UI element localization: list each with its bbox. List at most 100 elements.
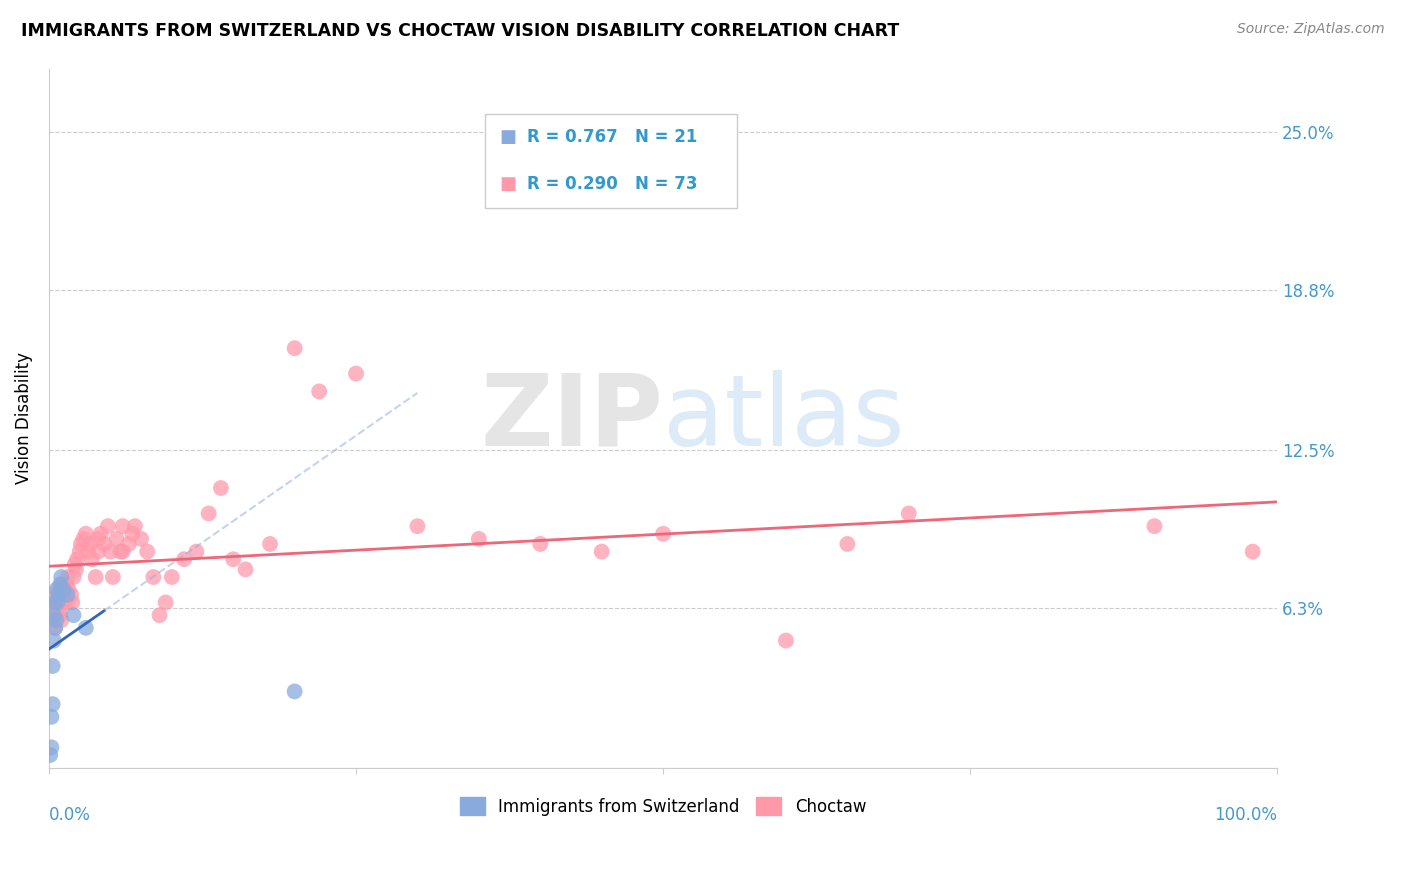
Point bbox=[52, 595, 75, 609]
Point bbox=[49, 577, 72, 591]
Point bbox=[41, 697, 63, 711]
Point bbox=[52, 582, 75, 597]
Point bbox=[105, 532, 128, 546]
Point bbox=[44, 595, 66, 609]
Point bbox=[775, 633, 797, 648]
Point bbox=[65, 562, 87, 576]
Point bbox=[222, 552, 245, 566]
Point bbox=[41, 740, 63, 755]
Point bbox=[209, 481, 232, 495]
Text: IMMIGRANTS FROM SWITZERLAND VS CHOCTAW VISION DISABILITY CORRELATION CHART: IMMIGRANTS FROM SWITZERLAND VS CHOCTAW V… bbox=[21, 22, 900, 40]
Point bbox=[53, 588, 76, 602]
Point bbox=[87, 544, 110, 558]
Point bbox=[41, 588, 63, 602]
Point bbox=[837, 537, 859, 551]
Point bbox=[148, 608, 170, 623]
Point bbox=[56, 595, 79, 609]
Point bbox=[69, 544, 91, 558]
Point bbox=[468, 532, 491, 546]
Point bbox=[124, 519, 146, 533]
Point bbox=[155, 595, 177, 609]
Point bbox=[284, 341, 307, 355]
Point bbox=[97, 519, 120, 533]
Point bbox=[100, 544, 122, 558]
Point bbox=[42, 608, 65, 623]
Point bbox=[110, 544, 132, 558]
Point bbox=[235, 562, 257, 576]
Point bbox=[529, 537, 551, 551]
Point bbox=[62, 570, 84, 584]
Point bbox=[284, 684, 307, 698]
Point bbox=[58, 582, 80, 597]
Text: ■: ■ bbox=[499, 175, 517, 193]
Point bbox=[41, 659, 63, 673]
Point bbox=[70, 537, 93, 551]
Text: Source: ZipAtlas.com: Source: ZipAtlas.com bbox=[1237, 22, 1385, 37]
Point bbox=[87, 532, 110, 546]
Point bbox=[44, 595, 66, 609]
Legend: Immigrants from Switzerland, Choctaw: Immigrants from Switzerland, Choctaw bbox=[453, 791, 873, 822]
Point bbox=[1143, 519, 1166, 533]
Point bbox=[48, 588, 70, 602]
Point bbox=[56, 588, 79, 602]
FancyBboxPatch shape bbox=[485, 114, 737, 209]
Point bbox=[197, 507, 219, 521]
Point bbox=[101, 570, 124, 584]
Point bbox=[129, 532, 152, 546]
Point bbox=[66, 552, 89, 566]
Point bbox=[46, 588, 69, 602]
Point bbox=[136, 544, 159, 558]
Point bbox=[77, 544, 100, 558]
Point bbox=[55, 577, 77, 591]
Point bbox=[118, 537, 141, 551]
Point bbox=[42, 613, 65, 627]
Text: ■: ■ bbox=[499, 128, 517, 146]
Point bbox=[44, 621, 66, 635]
Point bbox=[90, 526, 112, 541]
Point bbox=[60, 595, 83, 609]
Point bbox=[1241, 544, 1264, 558]
Point bbox=[652, 526, 675, 541]
Point bbox=[45, 582, 67, 597]
Text: ZIP: ZIP bbox=[481, 369, 664, 467]
Point bbox=[79, 537, 101, 551]
Point bbox=[39, 747, 62, 762]
Point bbox=[51, 613, 73, 627]
Point bbox=[51, 570, 73, 584]
Point bbox=[39, 595, 62, 609]
Point bbox=[56, 570, 79, 584]
Point bbox=[45, 613, 67, 627]
Point bbox=[49, 608, 72, 623]
Point bbox=[186, 544, 208, 558]
Text: atlas: atlas bbox=[664, 369, 904, 467]
Point bbox=[308, 384, 330, 399]
Point bbox=[41, 608, 63, 623]
Point bbox=[160, 570, 183, 584]
Point bbox=[75, 526, 97, 541]
Point bbox=[45, 608, 67, 623]
Point bbox=[48, 603, 70, 617]
Point bbox=[406, 519, 429, 533]
Point bbox=[259, 537, 281, 551]
Point bbox=[80, 552, 103, 566]
Point bbox=[627, 151, 650, 165]
Point bbox=[46, 595, 69, 609]
Y-axis label: Vision Disability: Vision Disability bbox=[15, 352, 32, 484]
Point bbox=[75, 621, 97, 635]
Point bbox=[44, 621, 66, 635]
Point bbox=[72, 532, 94, 546]
Point bbox=[121, 526, 143, 541]
Point bbox=[591, 544, 613, 558]
Point bbox=[93, 537, 115, 551]
Point bbox=[62, 608, 84, 623]
Point bbox=[63, 558, 86, 572]
Point bbox=[51, 582, 73, 597]
Point bbox=[897, 507, 920, 521]
Point bbox=[344, 367, 367, 381]
Text: 100.0%: 100.0% bbox=[1215, 806, 1277, 824]
Point bbox=[51, 577, 73, 591]
Point bbox=[173, 552, 195, 566]
Point bbox=[60, 588, 83, 602]
Text: 0.0%: 0.0% bbox=[49, 806, 91, 824]
Point bbox=[142, 570, 165, 584]
